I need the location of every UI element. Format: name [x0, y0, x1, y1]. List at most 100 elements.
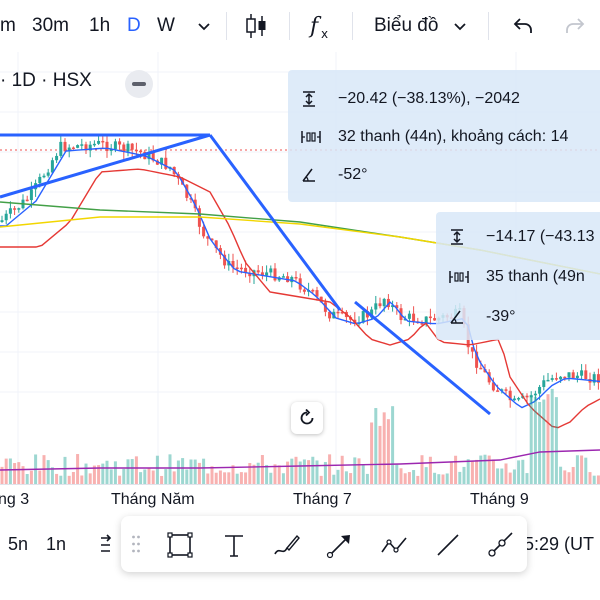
candle-body [59, 141, 63, 156]
angle-icon [302, 168, 315, 182]
text-tool[interactable] [219, 530, 249, 560]
candle-body [563, 376, 567, 379]
candle-body [365, 311, 369, 318]
time-axis[interactable]: ng 3 Tháng Năm Tháng 7 Tháng 9 [0, 484, 600, 515]
range-5n-button[interactable]: 5n [8, 534, 29, 554]
candle-body [508, 390, 512, 401]
candle-body [126, 143, 130, 152]
volume-bar [571, 466, 575, 484]
volume-bar [256, 462, 260, 484]
volume-bar [227, 472, 231, 484]
chevron-down-icon[interactable] [196, 18, 212, 34]
volume-bar [596, 475, 600, 484]
candle-body [592, 374, 596, 383]
candle-body [546, 379, 550, 382]
volume-bar [554, 397, 558, 484]
volume-bar [269, 472, 273, 484]
volume-bar [428, 456, 432, 484]
brush-icon [274, 534, 300, 555]
volume-bar [525, 473, 529, 484]
interval-d[interactable]: D [127, 15, 141, 36]
path-tool[interactable] [379, 530, 409, 560]
candle-body [479, 367, 483, 370]
interval-30m[interactable]: 30m [32, 15, 69, 36]
volume-bar [202, 458, 206, 484]
candle-body [290, 277, 294, 283]
volume-bar [496, 468, 500, 484]
candle-body [302, 289, 306, 292]
volume-bar [13, 463, 17, 484]
volume-bar [210, 466, 214, 484]
interval-minute[interactable]: m [0, 15, 16, 36]
arrow-tool[interactable] [325, 530, 355, 560]
bars-range-icon [449, 271, 469, 283]
candle-body [294, 277, 298, 279]
ray-tool[interactable] [485, 530, 515, 560]
rectangle-tool[interactable] [165, 530, 195, 560]
candlestick-icon[interactable] [244, 12, 268, 40]
volume-bar [567, 472, 571, 484]
chevron-down-icon[interactable] [452, 18, 468, 34]
candle-body [13, 208, 17, 210]
volume-bar [584, 457, 588, 484]
candle-body [403, 318, 407, 321]
volume-bar [134, 456, 138, 484]
undo-icon[interactable] [511, 14, 535, 38]
interval-w[interactable]: W [157, 15, 175, 36]
price-range-measure-2[interactable]: −14.17 (−43.13 35 thanh (49n -39° [436, 212, 600, 340]
volume-bar [118, 475, 122, 484]
volume-bar [575, 455, 579, 484]
candle-body [76, 145, 80, 148]
candle-body [533, 393, 537, 396]
trendline-tool[interactable] [433, 530, 463, 560]
candle-body [361, 311, 365, 323]
symbol-title[interactable]: · 1D · HSX [0, 70, 92, 91]
candle-body [42, 175, 46, 178]
indicators-fx-icon[interactable]: f x [308, 12, 334, 40]
candle-body [395, 305, 399, 309]
volume-bar [391, 406, 395, 484]
clock-timezone[interactable]: 5:29 (UT [524, 534, 595, 554]
candle-body [319, 296, 323, 303]
volume-bar [386, 419, 390, 484]
drag-handle-icon[interactable] [131, 534, 141, 554]
volume-bar [235, 473, 239, 484]
candle-body [164, 157, 168, 169]
volume-bar [151, 470, 155, 484]
volume-bar [239, 472, 243, 484]
reset-chart-button[interactable] [291, 402, 323, 434]
redo-icon[interactable] [563, 14, 587, 38]
candle-body [265, 272, 269, 276]
candle-body [529, 395, 533, 398]
candle-body [328, 311, 332, 319]
path-icon [381, 537, 407, 553]
candle-body [206, 236, 210, 239]
candle-body [382, 298, 386, 307]
volume-bar [378, 425, 382, 484]
collapse-legend-button[interactable] [125, 70, 153, 98]
price-range-measure-1[interactable]: −20.42 (−38.13%), −2042 32 thanh (44n), … [288, 70, 600, 202]
volume-bar [143, 469, 147, 484]
interval-1h[interactable]: 1h [89, 15, 111, 36]
volume-bar [433, 472, 437, 484]
chart-type-label[interactable]: Biểu đồ [374, 15, 439, 36]
trendline [354, 300, 491, 416]
volume-bar [46, 460, 50, 484]
volume-bar [332, 474, 336, 484]
candle-body [84, 144, 88, 151]
volume-bar [311, 456, 315, 484]
volume-bar [223, 472, 227, 484]
chart-area[interactable]: · 1D · HSX −20.42 (−38.13%), −2042 32 th… [0, 52, 600, 484]
candle-body [29, 189, 33, 201]
brush-tool[interactable] [271, 530, 301, 560]
price-chart[interactable] [0, 52, 600, 484]
candle-body [424, 316, 428, 324]
measure-angle: -39° [486, 308, 516, 325]
volume-bar [563, 470, 567, 484]
candle-body [273, 268, 277, 281]
rectangle-icon [167, 532, 193, 558]
volume-bar [445, 473, 449, 484]
compare-range-icon[interactable] [98, 534, 120, 556]
candle-body [420, 323, 424, 325]
range-1n-button[interactable]: 1n [46, 534, 67, 554]
